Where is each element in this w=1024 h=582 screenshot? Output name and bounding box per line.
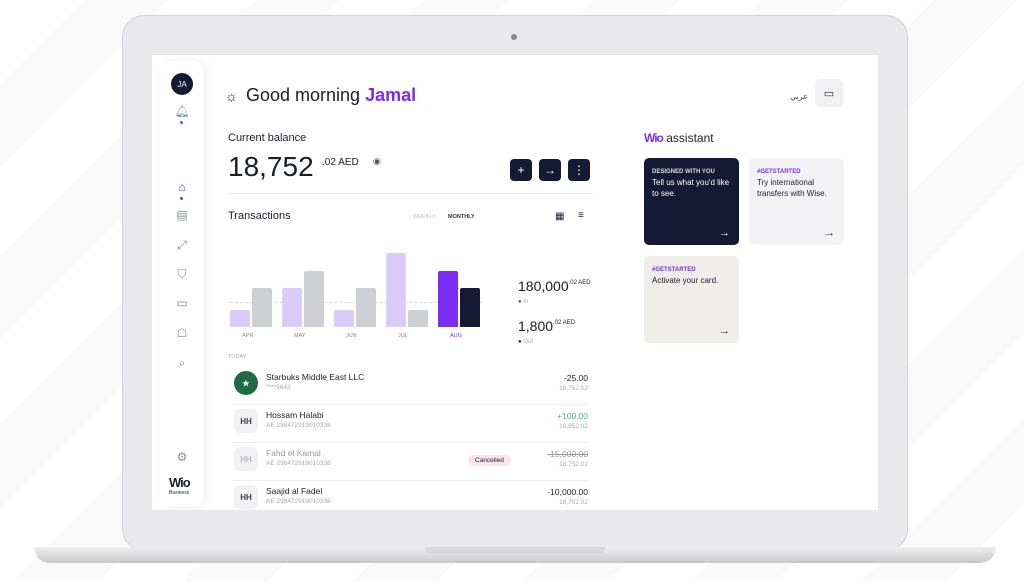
- app-screen: JA 🔔︎ ⌂ ▤ ⤢ ⛉ ▭ ☖ ⌕ ⚙ Wio Business ☼ Good…: [152, 55, 878, 510]
- more-icon: ⋮: [573, 163, 585, 177]
- eye-icon[interactable]: ◉: [373, 156, 381, 166]
- assistant-card[interactable]: DESIGNED WITH YOU Tell us what you'd like…: [644, 158, 739, 245]
- plus-icon: +: [517, 163, 525, 177]
- transaction-amount: +100,00: [557, 411, 588, 421]
- in-bar-may[interactable]: [282, 288, 302, 327]
- transaction-balance: 18,752.02: [559, 499, 588, 506]
- out-bar-aug[interactable]: [460, 288, 480, 327]
- bell-icon[interactable]: 🔔︎: [174, 104, 190, 118]
- transaction-row[interactable]: HH Fahd el Kamal AE 298472919010338 Cance…: [232, 443, 588, 481]
- shield-icon[interactable]: ⛉: [177, 267, 187, 281]
- contact-avatar: HH: [234, 409, 258, 433]
- out-bar-jul[interactable]: [408, 310, 428, 327]
- assistant-card[interactable]: #GETSTARTED Activate your card. →: [644, 256, 739, 343]
- transaction-balance: 18,752.02: [559, 461, 588, 468]
- in-bar-jul[interactable]: [386, 253, 406, 327]
- transaction-amount: -10,000.00: [547, 487, 588, 497]
- greeting: Good morning Jamal: [246, 85, 417, 105]
- in-bar-aug[interactable]: [438, 271, 458, 327]
- divider: [228, 193, 593, 194]
- send-button[interactable]: →: [539, 159, 561, 181]
- arrow-right-icon: →: [719, 325, 730, 337]
- month-label: MAY: [294, 333, 306, 339]
- assistant-card[interactable]: #GETSTARTED Try international transfers w…: [749, 158, 844, 245]
- sidebar: JA 🔔︎ ⌂ ▤ ⤢ ⛉ ▭ ☖ ⌕ ⚙ Wio Business: [160, 61, 204, 507]
- camera: [511, 34, 517, 40]
- language-toggle[interactable]: عربي: [790, 92, 809, 101]
- transaction-name: Hossam Halabi: [266, 410, 324, 420]
- home-icon[interactable]: ⌂: [178, 180, 186, 194]
- transaction-amount: -15,000.00: [547, 449, 588, 459]
- contact-avatar: HH: [234, 485, 258, 509]
- contact-avatar: HH: [234, 447, 258, 471]
- transaction-row[interactable]: HH Hossam Halabi AE 298472919010338 +100,…: [232, 405, 588, 443]
- transaction-account: AE 298472919010338: [266, 422, 331, 429]
- starbucks-logo: ★: [234, 371, 258, 395]
- out-bar-jun[interactable]: [356, 288, 376, 327]
- notification-dot: [180, 121, 183, 124]
- add-button[interactable]: +: [510, 159, 532, 181]
- in-total: 180,000.02 AED: [518, 278, 591, 294]
- arrow-right-icon: →: [544, 163, 556, 177]
- balance-decimals: .02 AED: [322, 157, 359, 168]
- out-total: 1,800.02 AED: [518, 318, 576, 334]
- in-bar-jun[interactable]: [334, 310, 354, 327]
- transfer-icon[interactable]: ⤢: [177, 238, 187, 252]
- tab-monthly[interactable]: MONTHLY: [448, 214, 475, 220]
- transaction-row[interactable]: HH Saajid al Fadel AE 298472919010338 -10…: [232, 481, 588, 510]
- assistant-title: Wio assistant: [644, 131, 714, 145]
- active-dot: [180, 197, 183, 200]
- laptop-base: [34, 547, 996, 563]
- transactions-title: Transactions: [228, 210, 291, 222]
- arrow-right-icon: →: [719, 227, 730, 239]
- transaction-name: Saajid al Fadel: [266, 486, 323, 496]
- transaction-name: Starbuks Middle East LLC: [266, 372, 365, 382]
- settings-icon[interactable]: ⚙: [176, 450, 188, 464]
- transaction-amount: -25.00: [563, 373, 588, 383]
- month-label: APR: [242, 333, 254, 339]
- transaction-account: AE 298472919010338: [266, 498, 331, 505]
- transaction-balance: 18,852.02: [559, 423, 588, 430]
- sun-icon: ☼: [225, 88, 238, 104]
- out-bar-apr[interactable]: [252, 288, 272, 327]
- month-label: AUG: [450, 333, 462, 339]
- transaction-account: AE 298472919010338: [266, 460, 331, 467]
- more-button[interactable]: ⋮: [568, 159, 590, 181]
- card-icon[interactable]: ▭: [176, 296, 188, 310]
- search-icon[interactable]: ⌕: [178, 356, 186, 370]
- document-icon[interactable]: ▤: [176, 208, 188, 222]
- arrow-right-icon: →: [824, 227, 835, 239]
- status-badge: Cancelled: [468, 455, 511, 466]
- avatar[interactable]: JA: [171, 73, 193, 95]
- in-bar-apr[interactable]: [230, 310, 250, 327]
- transactions-chart: APR MAY JUN JUL AUG: [230, 245, 485, 345]
- chat-icon: ▭: [823, 87, 835, 100]
- transaction-balance: 18,752.02: [559, 385, 588, 392]
- balance-label: Current balance: [228, 132, 307, 144]
- transaction-account: ****5643: [266, 384, 291, 391]
- transaction-row[interactable]: ★ Starbuks Middle East LLC ****5643 -25.0…: [232, 367, 588, 405]
- in-legend: ● In: [518, 299, 529, 305]
- transaction-name: Fahd el Kamal: [266, 448, 321, 458]
- laptop-notch: [425, 547, 605, 554]
- out-bar-may[interactable]: [304, 271, 324, 327]
- chat-button[interactable]: ▭: [815, 79, 843, 107]
- month-label: JUL: [398, 333, 408, 339]
- out-legend: ● Out: [518, 339, 533, 345]
- month-label: JUN: [346, 333, 357, 339]
- filter-icon[interactable]: ≡: [578, 210, 584, 221]
- wio-logo: Wio Business: [169, 475, 191, 496]
- section-today: TODAY: [228, 354, 247, 360]
- tab-weekly[interactable]: WEEKLY: [413, 214, 436, 220]
- calendar-icon[interactable]: ▦: [555, 211, 565, 222]
- balance-amount: 18,752: [228, 151, 314, 182]
- support-icon[interactable]: ☖: [176, 326, 188, 340]
